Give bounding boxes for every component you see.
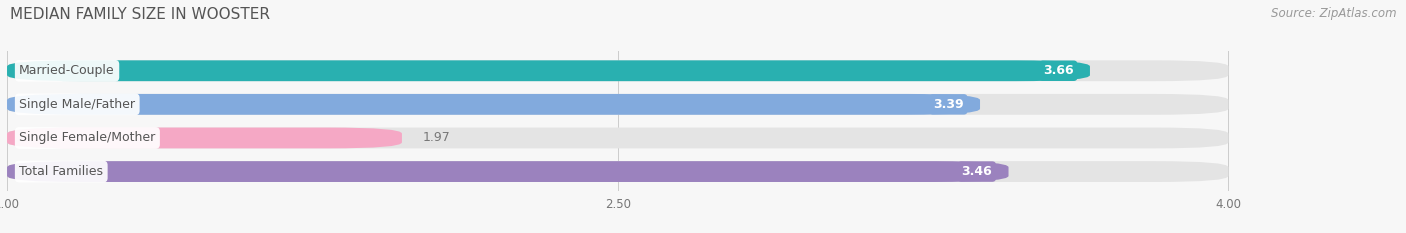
- Text: MEDIAN FAMILY SIZE IN WOOSTER: MEDIAN FAMILY SIZE IN WOOSTER: [10, 7, 270, 22]
- FancyBboxPatch shape: [7, 161, 1008, 182]
- Text: Total Families: Total Families: [20, 165, 103, 178]
- FancyBboxPatch shape: [7, 60, 1090, 81]
- Text: 3.66: 3.66: [1043, 64, 1074, 77]
- Text: Married-Couple: Married-Couple: [20, 64, 115, 77]
- Text: 3.39: 3.39: [934, 98, 963, 111]
- FancyBboxPatch shape: [7, 60, 1229, 81]
- FancyBboxPatch shape: [7, 161, 1229, 182]
- Text: Source: ZipAtlas.com: Source: ZipAtlas.com: [1271, 7, 1396, 20]
- FancyBboxPatch shape: [7, 94, 1229, 115]
- Text: 3.46: 3.46: [962, 165, 993, 178]
- Text: Single Male/Father: Single Male/Father: [20, 98, 135, 111]
- FancyBboxPatch shape: [7, 127, 1229, 148]
- FancyBboxPatch shape: [7, 127, 402, 148]
- Text: Single Female/Mother: Single Female/Mother: [20, 131, 156, 144]
- Text: 1.97: 1.97: [422, 131, 450, 144]
- FancyBboxPatch shape: [7, 94, 980, 115]
